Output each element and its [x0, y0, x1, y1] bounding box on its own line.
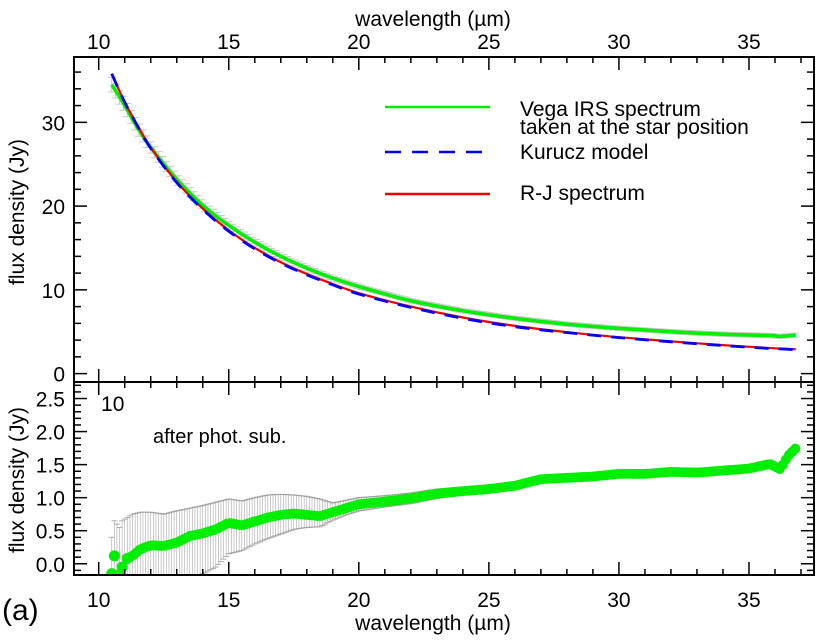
legend-label-kurucz: Kurucz model — [520, 141, 648, 164]
legend-label-vega-line2: taken at the star position — [520, 116, 749, 139]
bottom-x-tick-label: 10 — [87, 589, 110, 612]
upper-y-tick-label: 10 — [42, 280, 65, 303]
lower-y-tick-label: 0.5 — [36, 521, 65, 544]
data-point — [790, 443, 801, 454]
lower-plot-frame — [73, 381, 815, 576]
top-axis-title: wavelength (µm) — [354, 8, 511, 31]
legend-label-rj: R-J spectrum — [520, 182, 645, 205]
lower-y-tick-label: 2.0 — [36, 422, 65, 445]
axes — [73, 56, 815, 576]
lower-annotation: after phot. sub. — [153, 426, 286, 448]
kurucz-model-line — [110, 73, 796, 352]
top-x-tick-label: 25 — [477, 31, 500, 54]
lower-y-axis-title: flux density (Jy) — [6, 407, 29, 553]
bottom-x-tick-label: 15 — [217, 589, 240, 612]
lower-y-tick-label: 0.0 — [36, 554, 65, 577]
top-x-tick-label: 10 — [87, 31, 110, 54]
panel-label: (a) — [2, 594, 39, 627]
upper-y-tick-label: 20 — [42, 196, 65, 219]
top-x-tick-label: 35 — [737, 31, 760, 54]
lower-y-tick-label: 2.5 — [36, 389, 65, 412]
legend: Vega IRS spectrum taken at the star posi… — [385, 98, 749, 205]
bottom-x-tick-label: 20 — [347, 589, 370, 612]
top-x-tick-label: 15 — [217, 31, 240, 54]
bottom-x-tick-label: 35 — [737, 589, 760, 612]
legend-label-vega-line1: Vega IRS spectrum — [520, 98, 701, 121]
upper-y-tick-label: 0 — [53, 364, 65, 387]
bottom-x-tick-label: 30 — [607, 589, 630, 612]
bottom-axis-title: wavelength (µm) — [354, 612, 511, 635]
upper-series — [110, 73, 796, 352]
data-point — [108, 550, 120, 562]
tick-labels: 10 10 15 15 20 20 25 25 30 30 35 35 10 0 10 20 30 0.0 0.5 1… — [36, 31, 761, 612]
top-x-tick-label: 30 — [607, 31, 630, 54]
lower-y-tick-label: 1.5 — [36, 455, 65, 478]
lower-y-tick-label: 1.0 — [36, 488, 65, 511]
lower-points — [106, 443, 801, 575]
data-point — [121, 552, 133, 564]
upper-y-axis-title: flux density (Jy) — [6, 139, 29, 285]
upper-y-tick-label: 30 — [42, 112, 65, 135]
top-x-tick-label: 20 — [347, 31, 370, 54]
bottom-x-tick-label: 25 — [477, 589, 500, 612]
middle-x-tick-label: 10 — [101, 393, 124, 416]
